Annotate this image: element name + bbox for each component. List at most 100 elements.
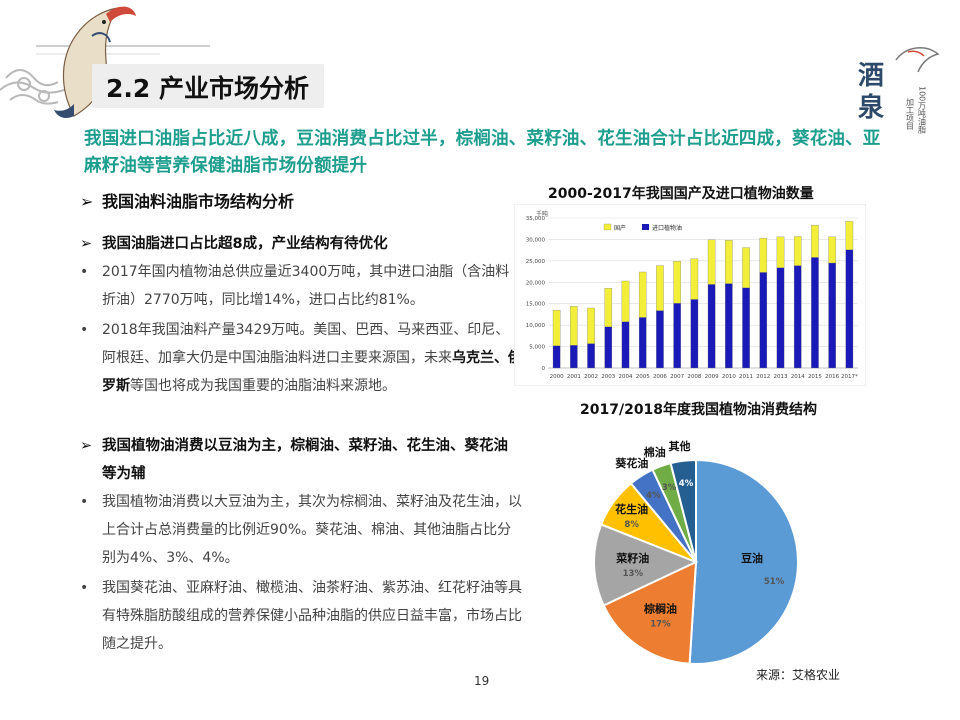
x-axis-ticks: 2000 2001 2002 2003 2004 2005 2006 2007 2008 2009… bbox=[550, 374, 858, 380]
x-tick-label: 2015 bbox=[808, 374, 822, 380]
x-tick-label: 2008 bbox=[687, 374, 701, 380]
logo-text: 酒 bbox=[858, 61, 884, 91]
x-tick-label: 2009 bbox=[705, 374, 719, 380]
y-axis-ticks: 0 5,000 10,000 15,000 20,000 25,000 30,000 35,0… bbox=[526, 216, 546, 372]
bar-segment bbox=[604, 288, 613, 328]
headline: 我国进口油脂占比近八成，豆油消费占比过半，棕榈油、菜籽油、花生油合计占比近四成，… bbox=[84, 129, 881, 176]
bar-segment bbox=[776, 267, 785, 369]
pie-slice bbox=[669, 458, 697, 563]
pie-labels: 豆油 51% 棕榈油 17% 菜籽油 13% 花生油 8% 葵花油 4% 棉油 3% 其他 4% bbox=[614, 439, 784, 629]
bar-segment bbox=[570, 306, 578, 346]
bar-segment bbox=[725, 283, 733, 369]
paragraph-specialty-oils: 我国葵花油、亚麻籽油、橄榄油、油茶籽油、紫苏油、红花籽油等具有特殊脂肪酸组成的营… bbox=[102, 580, 522, 652]
bar-segment bbox=[828, 262, 836, 369]
arrow-bullet-icon: ➢ bbox=[80, 236, 93, 252]
x-tick-label: 2000 bbox=[550, 374, 564, 380]
x-tick-label: 2004 bbox=[619, 374, 633, 380]
source-note: 来源：艾格农业 bbox=[756, 668, 841, 682]
x-tick-label: 2014 bbox=[791, 374, 805, 380]
y-axis-label: 千吨 bbox=[536, 210, 548, 218]
x-tick-label: 2011 bbox=[739, 374, 753, 380]
pie-slices bbox=[593, 458, 799, 665]
bar-segment bbox=[552, 309, 561, 346]
bar-segment bbox=[759, 237, 768, 273]
paragraph-origins: 2018年我国油料产量3429万吨。美国、巴西、马来西亚、印尼、阿根廷、加拿大仍… bbox=[102, 322, 522, 394]
chart-legend: 国产 进口植物油 bbox=[603, 223, 682, 232]
svg-text:100万吨油脂: 100万吨油脂 bbox=[918, 86, 927, 134]
bar-segment bbox=[793, 236, 802, 266]
y-tick-label: 0 bbox=[542, 366, 546, 372]
x-tick-label: 2002 bbox=[584, 374, 598, 380]
bar-segment bbox=[707, 284, 716, 369]
y-tick-label: 10,000 bbox=[526, 323, 546, 329]
subheading-consumption: 我国植物油消费以豆油为主，棕榈油、菜籽油、花生油、葵花油等为辅 bbox=[102, 438, 508, 482]
x-tick-label: 2012 bbox=[756, 374, 770, 380]
bar-segment bbox=[690, 299, 699, 369]
bar-segment bbox=[587, 307, 595, 344]
x-tick-label: 2017* bbox=[841, 374, 858, 380]
bar-segment bbox=[811, 225, 819, 258]
bar-segment bbox=[793, 265, 802, 369]
y-tick-label: 35,000 bbox=[526, 216, 546, 222]
pie-label: 花生油 bbox=[615, 502, 648, 516]
x-tick-label: 2010 bbox=[722, 374, 736, 380]
bar-segment bbox=[707, 239, 716, 285]
x-tick-label: 2016 bbox=[825, 374, 839, 380]
bar-segment bbox=[776, 236, 785, 268]
x-tick-label: 2005 bbox=[636, 374, 650, 380]
pie-percent: 8% bbox=[624, 520, 639, 530]
paragraph-consumption: 我国植物油消费以大豆油为主，其次为棕榈油、菜籽油及花生油，以上合计占总消费量的比… bbox=[102, 494, 522, 566]
bar-chart-title: 2000-2017年我国国产及进口植物油数量 bbox=[548, 186, 814, 202]
pie-label: 菜籽油 bbox=[615, 551, 649, 565]
dot-bullet-icon: • bbox=[80, 580, 89, 596]
bar-segment bbox=[621, 280, 630, 322]
bar-segment bbox=[845, 221, 854, 250]
y-tick-label: 30,000 bbox=[526, 237, 546, 243]
bar-segment bbox=[742, 287, 750, 369]
bar-segment bbox=[604, 326, 613, 369]
bar-segment bbox=[638, 271, 647, 318]
bar-segment bbox=[673, 303, 681, 369]
dot-bullet-icon: • bbox=[80, 322, 89, 338]
bar-segment bbox=[552, 345, 561, 369]
pie-chart: 豆油 51% 棕榈油 17% 菜籽油 13% 花生油 8% 葵花油 4% 棉油 3% 其他 4% bbox=[593, 439, 799, 665]
logo-fish-icon bbox=[895, 47, 940, 73]
paragraph-supply: 2017年国内植物油总供应量近3400万吨，其中进口油脂（含油料折油）2770万… bbox=[102, 264, 510, 308]
svg-text:泉: 泉 bbox=[858, 92, 885, 123]
bar-segment bbox=[725, 240, 733, 284]
pie-percent: 51% bbox=[764, 577, 785, 587]
header-decoration bbox=[0, 6, 210, 118]
x-tick-label: 2003 bbox=[601, 374, 615, 380]
bar-segment bbox=[828, 236, 836, 264]
x-tick-label: 2013 bbox=[774, 374, 788, 380]
bar-segment bbox=[845, 249, 854, 369]
pie-percent: 4% bbox=[646, 491, 661, 501]
pie-label: 棕榈油 bbox=[643, 601, 677, 615]
dot-bullet-icon: • bbox=[80, 494, 89, 510]
logo-subtext: 加工项目 bbox=[906, 97, 915, 131]
legend-label-domestic: 国产 bbox=[614, 224, 626, 232]
pie-label: 豆油 bbox=[741, 551, 763, 565]
subheading-import: 我国油脂进口占比超8成，产业结构有待优化 bbox=[102, 236, 388, 252]
chart-bars bbox=[552, 221, 854, 369]
bar-segment bbox=[570, 345, 578, 369]
arrow-bullet-icon: ➢ bbox=[80, 438, 93, 454]
x-tick-label: 2001 bbox=[567, 374, 581, 380]
pie-percent: 3% bbox=[662, 483, 677, 493]
bar-segment bbox=[656, 310, 664, 369]
pie-label: 棉油 bbox=[644, 445, 666, 459]
pie-slice bbox=[688, 458, 799, 665]
pie-label: 葵花油 bbox=[614, 456, 648, 470]
pie-label: 其他 bbox=[668, 439, 690, 453]
x-tick-label: 2006 bbox=[653, 374, 667, 380]
legend-label-import: 进口植物油 bbox=[652, 224, 682, 232]
y-tick-label: 20,000 bbox=[526, 280, 546, 286]
dot-bullet-icon: • bbox=[80, 264, 89, 280]
bar-segment bbox=[673, 261, 681, 304]
bar-segment bbox=[656, 265, 664, 311]
brand-logo: 酒 泉 加工项目 100万吨油脂 bbox=[858, 47, 940, 134]
y-tick-label: 25,000 bbox=[526, 259, 546, 265]
y-tick-label: 15,000 bbox=[526, 302, 546, 308]
cloud-swirl-icon bbox=[0, 69, 104, 105]
highlight-countries: 乌克兰、俄罗斯 bbox=[102, 350, 522, 394]
